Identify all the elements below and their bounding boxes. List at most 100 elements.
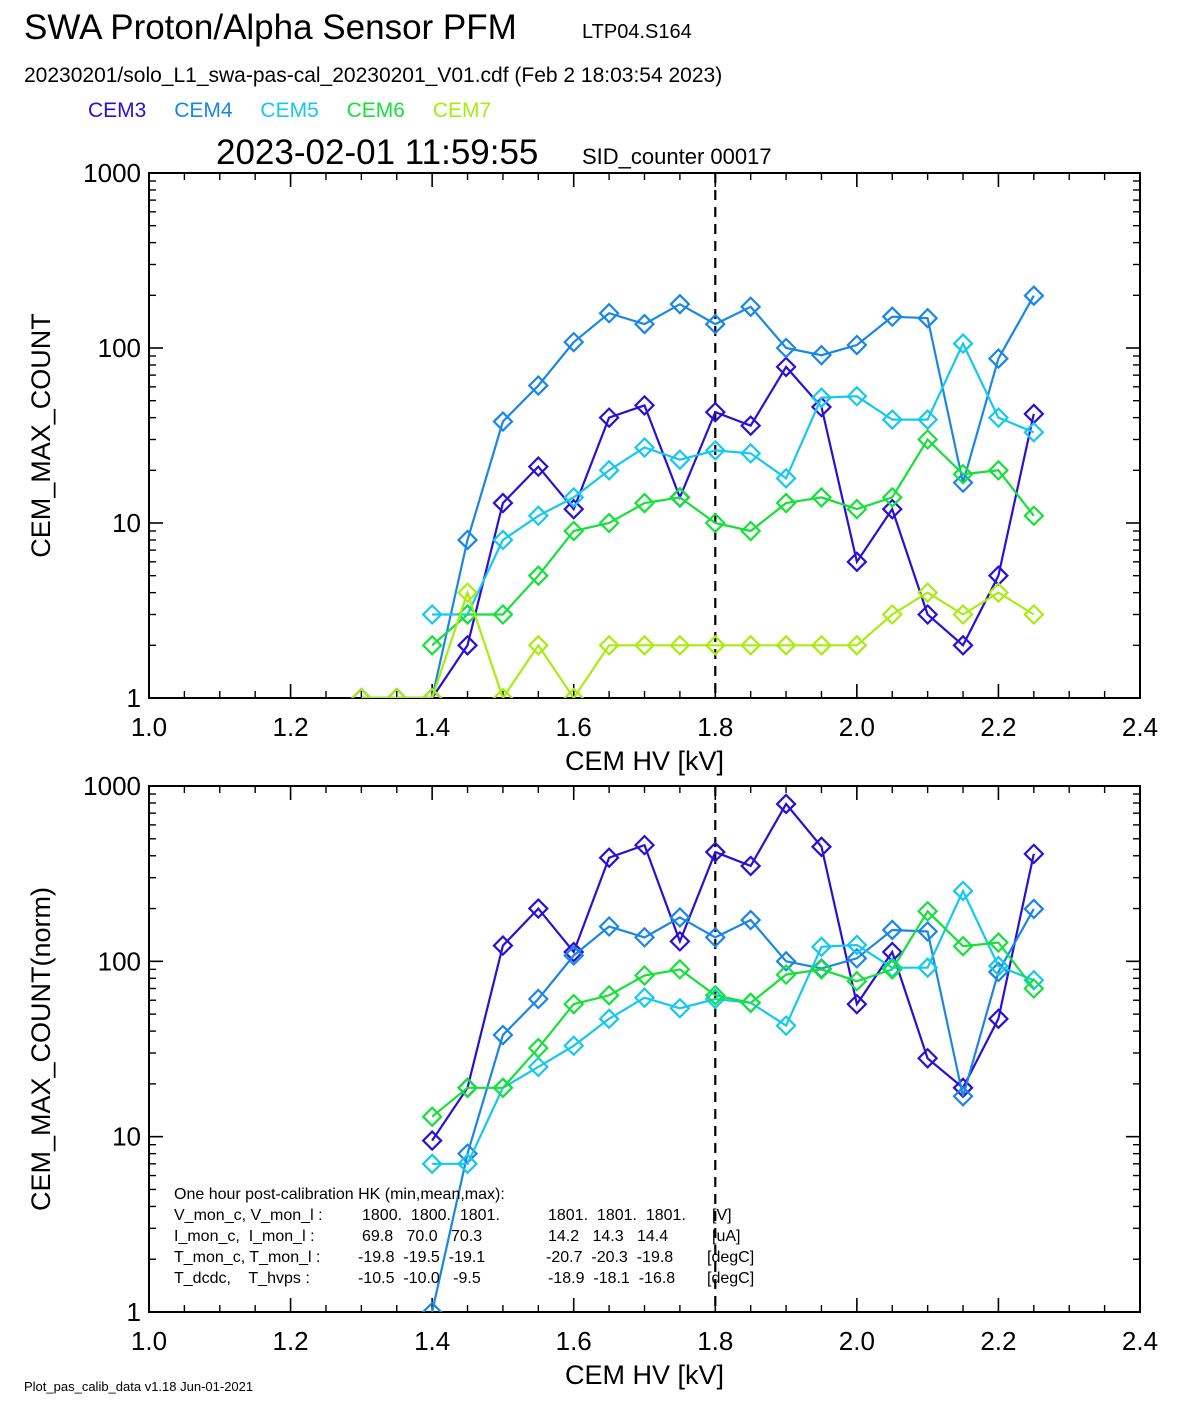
data-point bbox=[987, 459, 1009, 481]
hk-row-c: -19.8 -19.5 -19.1 bbox=[358, 1249, 485, 1266]
data-point bbox=[775, 1015, 797, 1037]
data-point bbox=[775, 964, 797, 986]
data-point bbox=[633, 926, 656, 948]
data-point bbox=[1023, 969, 1045, 991]
data-point bbox=[492, 529, 514, 551]
x-tick-label: 2.4 bbox=[1122, 712, 1158, 742]
data-point bbox=[952, 1077, 974, 1099]
data-point bbox=[775, 793, 797, 815]
hk-row-l: 1801. 1801. 1801. bbox=[548, 1207, 686, 1224]
data-point bbox=[881, 957, 903, 979]
data-point bbox=[492, 410, 514, 433]
data-point bbox=[669, 486, 691, 508]
data-point bbox=[881, 409, 903, 431]
hk-row-l: -18.9 -18.1 -16.8 bbox=[548, 1270, 675, 1287]
data-point bbox=[1023, 505, 1045, 527]
data-point bbox=[917, 900, 939, 922]
data-point bbox=[810, 634, 833, 656]
x-tick-label: 1.6 bbox=[556, 1326, 592, 1356]
legend-entry-cem4: CEM4 bbox=[174, 99, 233, 122]
sid-counter: SID_counter 00017 bbox=[582, 144, 772, 169]
series-cem5 bbox=[421, 333, 1045, 626]
y-tick-label: 100 bbox=[98, 333, 141, 363]
data-point bbox=[1023, 843, 1045, 865]
data-point bbox=[740, 296, 762, 318]
data-point bbox=[1023, 898, 1045, 920]
data-point bbox=[952, 463, 974, 485]
series-cem3 bbox=[421, 793, 1045, 1152]
data-point bbox=[740, 992, 762, 1014]
x-tick-label: 2.4 bbox=[1122, 1326, 1158, 1356]
data-point bbox=[633, 492, 656, 514]
data-point bbox=[633, 987, 656, 1009]
data-point bbox=[598, 915, 620, 938]
data-point bbox=[987, 1008, 1009, 1030]
x-tick-label: 1.4 bbox=[414, 712, 450, 742]
data-point bbox=[917, 1047, 939, 1069]
data-point bbox=[810, 387, 833, 409]
data-point bbox=[704, 926, 726, 948]
data-point bbox=[669, 293, 691, 315]
hk-row-l: -20.7 -20.3 -19.8 bbox=[546, 1249, 673, 1266]
plot-frame bbox=[148, 172, 1141, 699]
data-point bbox=[598, 984, 620, 1006]
data-point bbox=[563, 498, 585, 520]
data-point bbox=[846, 551, 868, 573]
data-point bbox=[563, 941, 585, 963]
data-point bbox=[669, 449, 691, 471]
data-point bbox=[527, 897, 549, 920]
series-line bbox=[431, 908, 1035, 1312]
data-point bbox=[952, 880, 974, 902]
x-tick-label: 1.0 bbox=[131, 1326, 167, 1356]
hk-row-label: T_mon_c, T_mon_l : bbox=[174, 1249, 320, 1266]
series-line bbox=[361, 295, 1035, 698]
legend-entry-cem6: CEM6 bbox=[346, 99, 405, 122]
data-point bbox=[633, 313, 656, 335]
data-point bbox=[846, 947, 868, 969]
hk-row-c: 1800. 1800. 1801. bbox=[362, 1207, 500, 1224]
data-point bbox=[952, 935, 974, 957]
data-point bbox=[881, 919, 903, 941]
page-title: SWA Proton/Alpha Sensor PFM bbox=[24, 8, 517, 47]
x-tick-label: 2.2 bbox=[980, 1326, 1016, 1356]
file-line: 20230201/solo_L1_swa-pas-cal_20230201_V0… bbox=[24, 64, 723, 87]
series-cem3 bbox=[350, 356, 1045, 698]
data-point bbox=[1023, 285, 1045, 307]
chart-top: 1.0 1.2 1.4 1.6 1.8 2.0 2.2 2.4 1 10 100 1000 CEM HV… bbox=[26, 158, 1158, 776]
data-point bbox=[669, 634, 691, 656]
data-point bbox=[492, 687, 514, 698]
data-point bbox=[917, 428, 939, 451]
data-point bbox=[633, 834, 656, 856]
data-point bbox=[456, 582, 479, 604]
data-point bbox=[527, 565, 549, 587]
data-point bbox=[704, 634, 726, 656]
data-point bbox=[740, 415, 762, 437]
data-point bbox=[917, 920, 939, 943]
data-point bbox=[846, 498, 868, 520]
data-point bbox=[563, 520, 585, 542]
data-point bbox=[775, 950, 797, 972]
data-point bbox=[598, 847, 620, 869]
series-line bbox=[431, 909, 1035, 1118]
data-point bbox=[740, 855, 762, 877]
data-point bbox=[917, 957, 939, 979]
data-point bbox=[740, 520, 762, 542]
data-point bbox=[598, 634, 620, 656]
data-point bbox=[633, 394, 656, 416]
data-point bbox=[810, 836, 833, 858]
data-point bbox=[669, 997, 691, 1019]
data-point bbox=[987, 955, 1009, 977]
data-point bbox=[598, 302, 620, 324]
x-tick-label: 2.0 bbox=[839, 1326, 875, 1356]
data-point bbox=[492, 1024, 514, 1046]
series-line bbox=[431, 801, 1035, 1142]
legend: CEM3 CEM4 CEM5 CEM6 CEM7 bbox=[88, 99, 513, 123]
x-tick-label: 1.4 bbox=[414, 1326, 450, 1356]
legend-entry-cem5: CEM5 bbox=[260, 99, 319, 122]
hk-row-c: 69.8 70.0 70.3 bbox=[362, 1228, 482, 1245]
data-point bbox=[386, 687, 408, 698]
data-point bbox=[633, 436, 656, 459]
data-point bbox=[704, 841, 726, 863]
data-point bbox=[952, 472, 974, 494]
data-point bbox=[917, 582, 939, 604]
